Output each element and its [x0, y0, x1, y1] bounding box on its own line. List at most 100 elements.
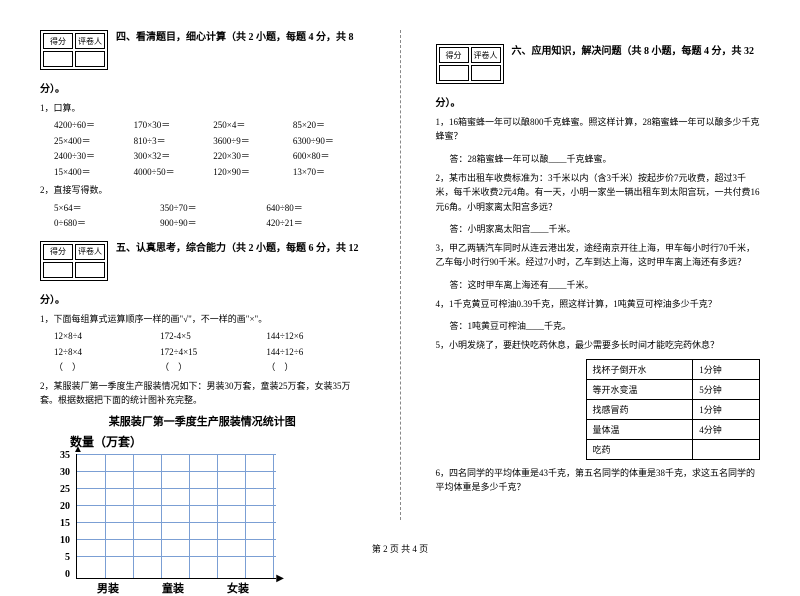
gridline	[77, 454, 276, 455]
calc: 120×90＝	[213, 166, 285, 180]
gridline-v	[161, 454, 162, 578]
q4-1: 1，口算。	[40, 101, 365, 115]
time-table: 找杯子倒开水1分钟 等开水变温5分钟 找感冒药1分钟 量体温4分钟 吃药	[586, 359, 761, 460]
calc: 6300÷90＝	[293, 135, 365, 149]
gridline	[77, 522, 276, 523]
q6-4: 4，1千克黄豆可榨油0.39千克，照这样计算，1吨黄豆可榨油多少千克？	[436, 297, 761, 311]
ytick: 35	[50, 450, 70, 461]
calc: 3600÷9＝	[213, 135, 285, 149]
xlabel: 男装	[97, 580, 119, 596]
calc-grid-1: 4200÷60＝ 170×30＝ 250×4＝ 85×20＝ 25×400＝ 810÷3…	[54, 119, 365, 179]
cell: （ ）	[160, 361, 258, 375]
score-h1: 得分	[439, 47, 469, 63]
section-4-header: 得分评卷人 四、看清题目，细心计算（共 2 小题，每题 4 分，共 8	[40, 30, 365, 70]
gridline-v	[273, 454, 274, 578]
calc: 420÷21＝	[266, 217, 364, 231]
section-6-cont: 分）。	[436, 94, 761, 109]
section-6-title: 六、应用知识，解决问题（共 8 小题，每题 4 分，共 32	[512, 44, 755, 59]
calc: 350÷70＝	[160, 202, 258, 216]
arrow-right: ▶	[276, 573, 284, 584]
calc: 5×64＝	[54, 202, 152, 216]
ytick: 20	[50, 501, 70, 512]
ytick: 25	[50, 484, 70, 495]
section-4-cont: 分）。	[40, 80, 365, 95]
gridline	[77, 488, 276, 489]
a6-1: 答：28箱蜜蜂一年可以酿____千克蜂蜜。	[450, 152, 761, 165]
tcell: 找杯子倒开水	[586, 359, 693, 379]
gridline	[77, 471, 276, 472]
tcell: 找感冒药	[586, 399, 693, 419]
section-4-title: 四、看清题目，细心计算（共 2 小题，每题 4 分，共 8	[116, 30, 354, 45]
cell: 172÷4×15	[160, 346, 258, 360]
gridline	[77, 556, 276, 557]
tcell	[693, 439, 760, 459]
tcell: 1分钟	[693, 359, 760, 379]
score-h2: 评卷人	[75, 33, 105, 49]
tcell: 5分钟	[693, 379, 760, 399]
bar-chart: 35 30 25 20 15 10 5 0 ▲ ▶ 男装 童装 女装	[50, 450, 320, 520]
gridline-v	[105, 454, 106, 578]
score-box: 得分评卷人	[436, 44, 504, 84]
score-box: 得分评卷人	[40, 241, 108, 281]
calc-grid-2: 5×64＝ 350÷70＝ 640÷80＝ 0÷680＝ 900÷90＝ 420÷21＝	[54, 202, 365, 231]
score-box: 得分评卷人	[40, 30, 108, 70]
gridline-v	[189, 454, 190, 578]
xlabel: 女装	[227, 580, 249, 596]
page-footer: 第 2 页 共 4 页	[0, 542, 800, 555]
left-column: 得分评卷人 四、看清题目，细心计算（共 2 小题，每题 4 分，共 8 分）。 …	[40, 30, 365, 520]
calc: 810÷3＝	[134, 135, 206, 149]
q6-6: 6，四名同学的平均体重是43千克，第五名同学的体重是38千克，求这五名同学的平均…	[436, 466, 761, 495]
a6-2: 答：小明家离太阳宫____千米。	[450, 222, 761, 235]
order-grid: 12×8÷4172-4×5144÷12×6 12÷8×4172÷4×15144÷…	[54, 330, 365, 375]
section-5-cont: 分）。	[40, 291, 365, 306]
tcell: 等开水变温	[586, 379, 693, 399]
right-column: 得分评卷人 六、应用知识，解决问题（共 8 小题，每题 4 分，共 32 分）。…	[436, 30, 761, 520]
ytick: 30	[50, 467, 70, 478]
calc: 15×400＝	[54, 166, 126, 180]
calc: 600×80＝	[293, 150, 365, 164]
q5-1: 1，下面每组算式运算顺序一样的画"√"，不一样的画"×"。	[40, 312, 365, 326]
tcell: 量体温	[586, 419, 693, 439]
calc: 4200÷60＝	[54, 119, 126, 133]
q6-3: 3，甲乙两辆汽车同时从连云港出发，途经南京开往上海，甲车每小时行70千米，乙车每…	[436, 241, 761, 270]
a6-3: 答：这时甲车离上海还有____千米。	[450, 278, 761, 291]
score-h2: 评卷人	[471, 47, 501, 63]
xlabel: 童装	[162, 580, 184, 596]
tcell: 1分钟	[693, 399, 760, 419]
a6-4: 答：1吨黄豆可榨油____千克。	[450, 319, 761, 332]
cell: 144÷12÷6	[266, 346, 364, 360]
calc: 640÷80＝	[266, 202, 364, 216]
gridline	[77, 539, 276, 540]
ytick: 0	[50, 569, 70, 580]
calc: 85×20＝	[293, 119, 365, 133]
calc: 250×4＝	[213, 119, 285, 133]
chart-title: 某服装厂第一季度生产服装情况统计图	[40, 413, 365, 429]
q4-2: 2，直接写得数。	[40, 183, 365, 197]
calc: 13×70＝	[293, 166, 365, 180]
ytick: 15	[50, 518, 70, 529]
cell: （ ）	[54, 361, 152, 375]
cell: 12×8÷4	[54, 330, 152, 344]
gridline	[77, 505, 276, 506]
calc: 170×30＝	[134, 119, 206, 133]
section-5-header: 得分评卷人 五、认真思考，综合能力（共 2 小题，每题 6 分，共 12	[40, 241, 365, 281]
section-6-header: 得分评卷人 六、应用知识，解决问题（共 8 小题，每题 4 分，共 32	[436, 44, 761, 84]
calc: 4000÷50＝	[134, 166, 206, 180]
calc: 25×400＝	[54, 135, 126, 149]
arrow-up: ▲	[73, 444, 83, 455]
q6-1: 1，16箱蜜蜂一年可以酿800千克蜂蜜。照这样计算，28箱蜜蜂一年可以酿多少千克…	[436, 115, 761, 144]
tcell: 吃药	[586, 439, 693, 459]
section-5-title: 五、认真思考，综合能力（共 2 小题，每题 6 分，共 12	[116, 241, 359, 256]
cell: 12÷8×4	[54, 346, 152, 360]
score-h1: 得分	[43, 244, 73, 260]
calc: 300×32＝	[134, 150, 206, 164]
cell: （ ）	[266, 361, 364, 375]
calc: 0÷680＝	[54, 217, 152, 231]
cell: 144÷12×6	[266, 330, 364, 344]
score-h2: 评卷人	[75, 244, 105, 260]
gridline-v	[245, 454, 246, 578]
calc: 220×30＝	[213, 150, 285, 164]
score-h1: 得分	[43, 33, 73, 49]
tcell: 4分钟	[693, 419, 760, 439]
calc: 900÷90＝	[160, 217, 258, 231]
